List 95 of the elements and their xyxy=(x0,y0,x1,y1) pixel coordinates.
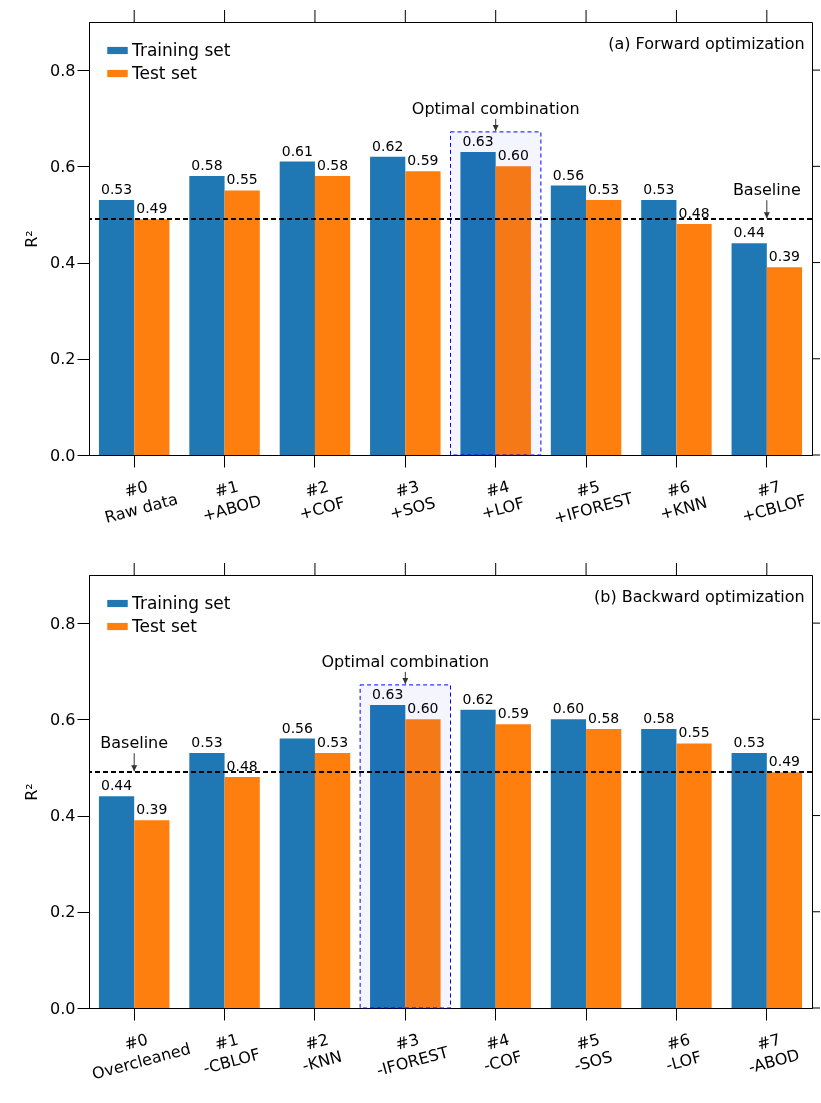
data-label: 0.48 xyxy=(226,758,258,775)
data-label: 0.44 xyxy=(733,224,765,241)
annotation: Baseline xyxy=(100,733,169,753)
bar xyxy=(586,728,622,1008)
y-tick-label: 0.4 xyxy=(50,253,76,273)
bar xyxy=(224,190,260,455)
y-axis-title: R² xyxy=(22,230,42,248)
bar xyxy=(314,753,351,1008)
data-label: 0.61 xyxy=(281,142,313,159)
data-label: 0.59 xyxy=(407,152,439,169)
data-label: 0.56 xyxy=(281,719,313,736)
band-label: Optimal combination xyxy=(411,98,580,118)
bar xyxy=(731,753,767,1008)
x-tick-label: #1 +ABOD xyxy=(200,476,264,525)
bar xyxy=(98,200,135,455)
data-label: 0.53 xyxy=(588,181,620,198)
data-label: 0.62 xyxy=(462,690,494,707)
bar xyxy=(405,171,441,455)
y-tick-label: 0.8 xyxy=(50,613,76,633)
y-axis-title: R² xyxy=(22,783,42,801)
data-label: 0.39 xyxy=(136,801,168,818)
data-label: 0.58 xyxy=(191,156,223,173)
y-tick-label: 0.0 xyxy=(50,998,76,1018)
data-label: 0.53 xyxy=(643,181,675,198)
x-tick-label: #3 +SOS xyxy=(387,476,438,524)
data-label: 0.58 xyxy=(316,156,349,173)
bar xyxy=(279,161,315,455)
data-label: 0.60 xyxy=(407,700,439,717)
x-tick-label: #7 +CBLOF xyxy=(739,476,809,526)
bar xyxy=(279,738,315,1008)
bar xyxy=(189,753,225,1008)
data-label: 0.39 xyxy=(768,248,801,265)
data-label: 0.55 xyxy=(678,724,710,741)
data-label: 0.62 xyxy=(372,137,404,154)
legend-label: Test set xyxy=(131,62,198,83)
data-label: 0.53 xyxy=(733,734,765,751)
x-tick-label: #2 +COF xyxy=(297,476,347,524)
text: (b) Backward optimization xyxy=(594,587,805,606)
bar xyxy=(586,200,622,455)
x-tick-label: #0 Raw data xyxy=(102,476,180,527)
bar xyxy=(766,772,803,1008)
annotation: Baseline xyxy=(732,180,801,200)
data-label: 0.59 xyxy=(497,705,529,722)
x-tick-label: #6 +KNN xyxy=(657,476,710,524)
data-label: 0.60 xyxy=(497,147,529,164)
bar xyxy=(460,709,496,1008)
bar xyxy=(550,719,587,1008)
data-label: 0.49 xyxy=(768,753,801,770)
bar xyxy=(641,200,677,455)
bar xyxy=(370,156,406,455)
bar xyxy=(98,796,135,1008)
data-label: 0.53 xyxy=(316,734,349,751)
text: (a) Forward optimization xyxy=(608,34,805,53)
bar xyxy=(134,820,170,1008)
y-tick-label: 0.2 xyxy=(50,349,76,369)
bar xyxy=(134,219,170,455)
bar xyxy=(766,267,803,455)
x-tick-label: #1 -CBLOF xyxy=(201,1029,263,1078)
data-label: 0.53 xyxy=(191,734,223,751)
legend-label: Training set xyxy=(131,39,231,60)
bar xyxy=(314,175,351,455)
data-label: 0.63 xyxy=(372,685,404,702)
legend-label: Test set xyxy=(131,615,198,636)
data-label: 0.48 xyxy=(678,205,710,222)
bar xyxy=(676,743,712,1008)
data-label: 0.60 xyxy=(552,700,585,717)
bar xyxy=(550,185,587,455)
bar xyxy=(641,728,677,1008)
bar xyxy=(189,175,225,455)
data-label: 0.58 xyxy=(643,709,675,726)
x-tick-label: #4 -COF xyxy=(481,1029,524,1076)
data-label: 0.56 xyxy=(552,166,585,183)
y-tick-label: 0.4 xyxy=(50,806,76,826)
x-tick-label: #2 -KNN xyxy=(300,1029,344,1076)
band-label: Optimal combination xyxy=(321,651,490,671)
bar xyxy=(495,724,531,1008)
data-label: 0.55 xyxy=(226,171,258,188)
legend-label: Training set xyxy=(131,592,231,613)
data-label: 0.49 xyxy=(136,200,168,217)
y-tick-label: 0.8 xyxy=(50,60,76,80)
x-tick-label: #4 +LOF xyxy=(479,476,527,523)
y-tick-label: 0.2 xyxy=(50,902,76,922)
x-tick-label: #6 -LOF xyxy=(663,1029,704,1075)
data-label: 0.53 xyxy=(100,181,133,198)
y-tick-label: 0.6 xyxy=(50,156,76,176)
data-label: 0.63 xyxy=(462,132,494,149)
y-tick-label: 0.6 xyxy=(50,709,76,729)
data-label: 0.44 xyxy=(100,777,133,794)
data-label: 0.58 xyxy=(588,709,620,726)
x-tick-label: #5 -SOS xyxy=(572,1029,615,1076)
bar xyxy=(731,243,767,455)
bar xyxy=(224,777,260,1008)
x-tick-label: #7 -ABOD xyxy=(746,1029,802,1077)
y-tick-label: 0.0 xyxy=(50,445,76,465)
bar xyxy=(676,224,712,455)
